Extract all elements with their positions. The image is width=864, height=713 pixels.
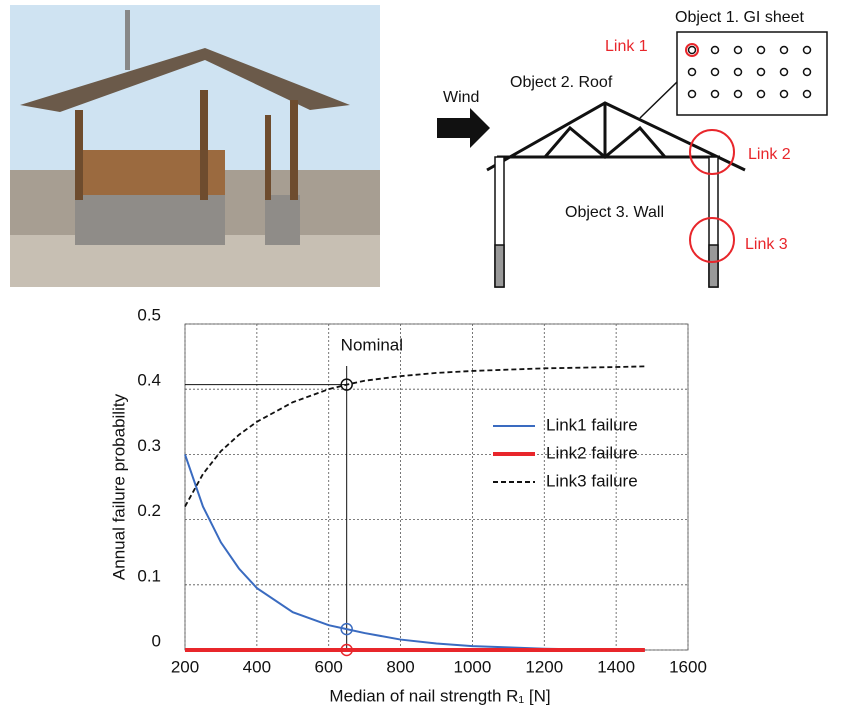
figure: Object 1. GI sheet Link 1 Object 2. Roof…	[0, 0, 864, 713]
annotation: Nominal	[341, 335, 403, 354]
chart: 0 0.1 0.2 0.3 0.4 0.5 200 400 600 800 1000 1200 1400…	[137, 305, 707, 676]
y-tick-label: 0.3	[137, 436, 161, 455]
nail	[758, 91, 765, 98]
nail	[758, 47, 765, 54]
nail	[804, 69, 811, 76]
y-tick-label: 0.4	[137, 371, 161, 390]
nail	[735, 69, 742, 76]
legend-label: Link2 failure	[546, 443, 638, 462]
x-tick-label: 1200	[525, 657, 563, 676]
x-tick-label: 200	[171, 657, 199, 676]
y-tick-label: 0	[152, 631, 161, 650]
x-tick-label: 400	[243, 657, 271, 676]
sheet-label: Object 1. GI sheet	[675, 9, 805, 26]
y-tick-label: 0.1	[137, 566, 161, 585]
wind-label: Wind	[443, 89, 479, 106]
nail	[781, 69, 788, 76]
x-axis-label: Median of nail strength R₁ [N]	[329, 686, 550, 705]
nail	[712, 91, 719, 98]
x-tick-label: 1600	[669, 657, 707, 676]
nail	[758, 69, 765, 76]
nail	[735, 47, 742, 54]
link3-label: Link 3	[745, 236, 788, 253]
y-tick-label: 0.2	[137, 501, 161, 520]
x-tick-label: 1000	[454, 657, 492, 676]
nail	[781, 47, 788, 54]
photo	[10, 5, 380, 287]
x-tick-label: 600	[315, 657, 343, 676]
nail	[712, 47, 719, 54]
nail	[689, 69, 696, 76]
legend-label: Link3 failure	[546, 471, 638, 490]
y-tick-label: 0.5	[137, 305, 161, 324]
nail	[804, 47, 811, 54]
x-tick-label: 1400	[597, 657, 635, 676]
link2-label: Link 2	[748, 146, 791, 163]
legend-label: Link1 failure	[546, 415, 638, 434]
x-tick-label: 800	[386, 657, 414, 676]
y-axis-label: Annual failure probability	[109, 393, 128, 580]
roof-label: Object 2. Roof	[510, 74, 613, 91]
link1-label: Link 1	[605, 38, 648, 55]
nail	[689, 91, 696, 98]
wall-label: Object 3. Wall	[565, 204, 664, 221]
nail	[735, 91, 742, 98]
nail	[689, 47, 696, 54]
nail	[712, 69, 719, 76]
nail	[781, 91, 788, 98]
nail	[804, 91, 811, 98]
